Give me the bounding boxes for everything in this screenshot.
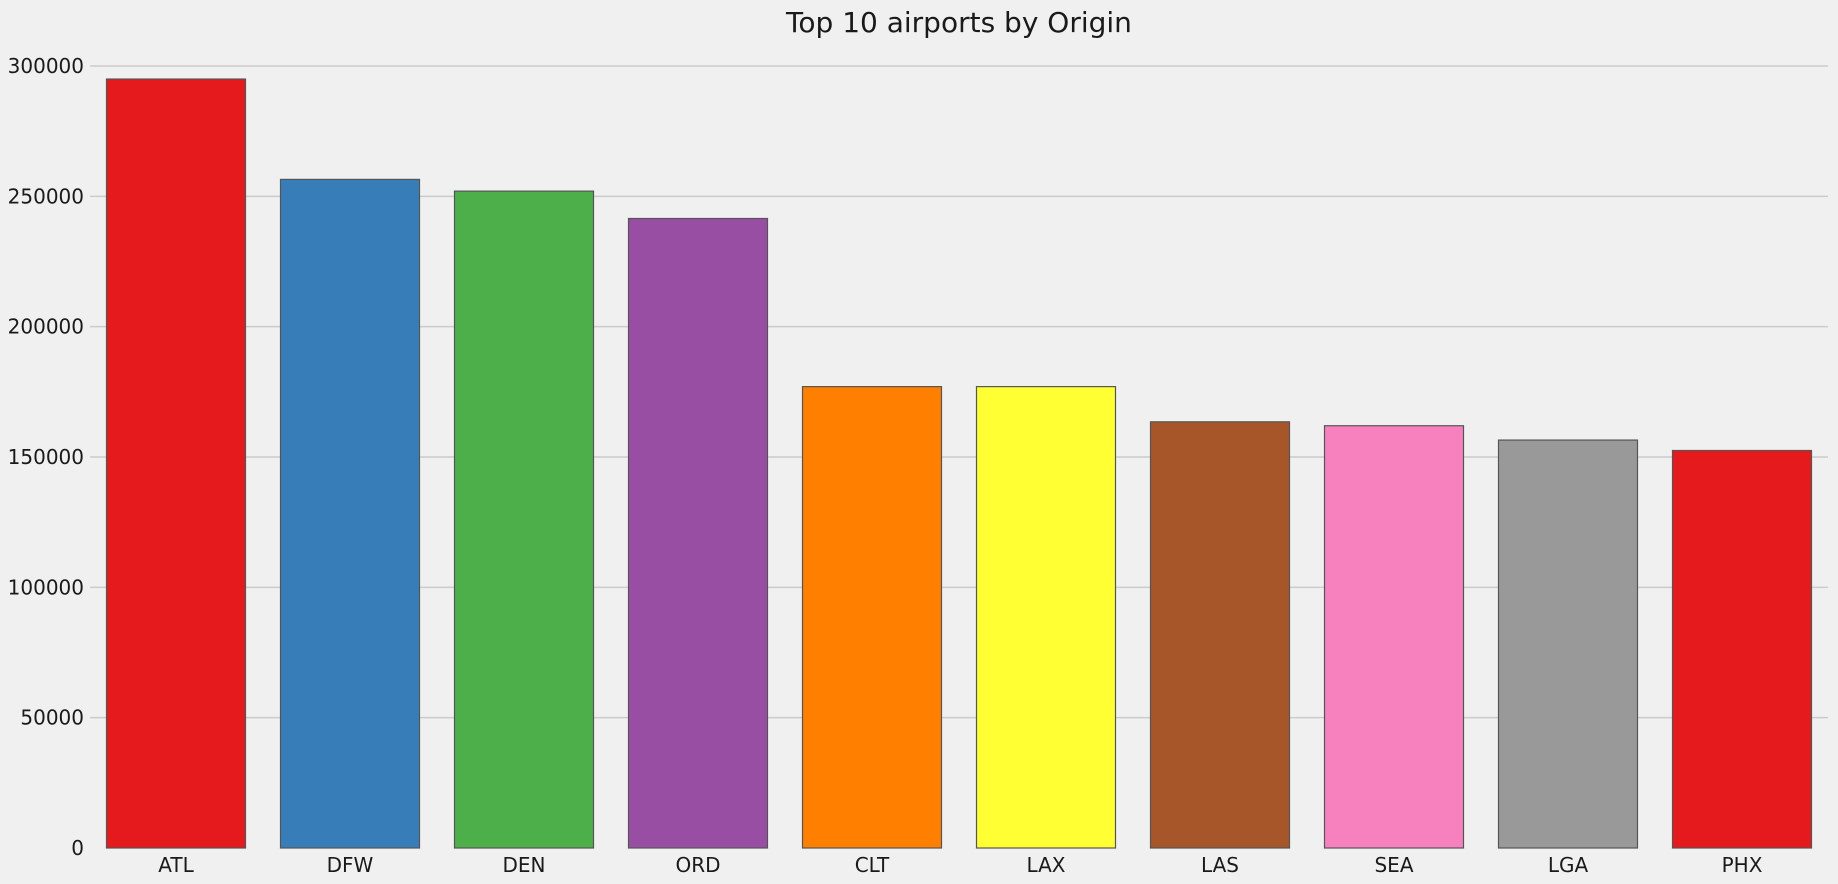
bar-clt (801, 386, 943, 849)
x-tick-label: ATL (158, 853, 194, 877)
x-tick-label: DFW (327, 853, 374, 877)
bar-phx (1671, 449, 1813, 849)
x-tick-label: LGA (1548, 853, 1589, 877)
bar-sea (1323, 425, 1465, 849)
x-tick-label: LAS (1201, 853, 1239, 877)
y-tick-label: 50000 (20, 706, 84, 730)
x-tick-label: ORD (675, 853, 720, 877)
bar-atl (105, 78, 247, 849)
y-tick-label: 0 (71, 836, 84, 860)
x-tick-label: SEA (1374, 853, 1413, 877)
x-tick-label: LAX (1027, 853, 1066, 877)
bar-lga (1497, 439, 1639, 849)
bar-lax (975, 386, 1117, 849)
y-tick-label: 150000 (8, 445, 84, 469)
chart-title: Top 10 airports by Origin (785, 6, 1132, 39)
bar-las (1149, 421, 1291, 849)
bar-ord (627, 217, 769, 849)
x-tick-label: PHX (1722, 853, 1763, 877)
y-tick-label: 200000 (8, 315, 84, 339)
x-tick-label: DEN (503, 853, 546, 877)
y-tick-label: 100000 (8, 575, 84, 599)
y-axis-tick-labels: 0 50000 100000 150000 200000 250000 300000 (8, 54, 84, 860)
x-tick-label: CLT (855, 853, 890, 877)
bar-den (453, 190, 595, 849)
bars (105, 78, 1813, 849)
bar-dfw (279, 178, 421, 849)
x-axis-tick-labels: ATL DFW DEN ORD CLT LAX LAS SEA LGA PHX (158, 853, 1762, 877)
y-tick-label: 250000 (8, 184, 84, 208)
y-tick-label: 300000 (8, 54, 84, 78)
